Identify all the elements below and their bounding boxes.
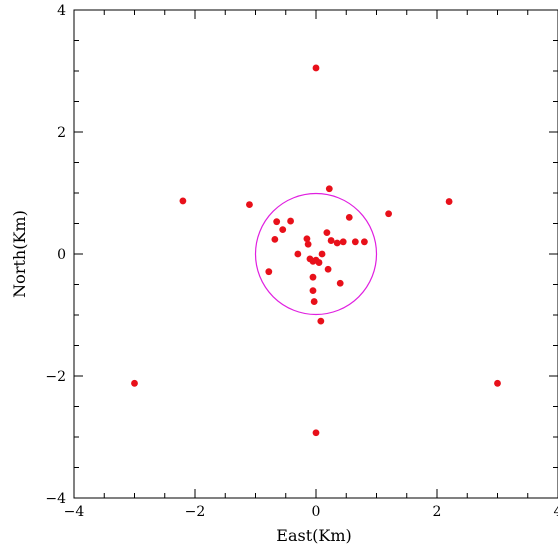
data-point <box>312 64 320 72</box>
data-point <box>179 197 187 205</box>
data-point <box>324 265 332 273</box>
y-tick-labels: −4 −2 0 2 4 <box>45 3 66 507</box>
x-tick-label: −4 <box>64 504 85 520</box>
data-points <box>131 64 501 437</box>
x-tick-label: −2 <box>185 504 206 520</box>
y-tick-label: 4 <box>57 3 66 19</box>
y-axis-title: North(Km) <box>10 210 29 298</box>
reference-circle <box>254 192 378 316</box>
data-point <box>351 238 359 246</box>
data-point <box>310 298 318 305</box>
data-point <box>339 238 347 246</box>
data-point <box>309 287 317 294</box>
y-tick-label: 0 <box>57 247 66 263</box>
x-tick-label: 2 <box>433 504 442 520</box>
axis-ticks <box>73 9 558 499</box>
data-point <box>361 238 368 246</box>
data-point <box>333 239 341 247</box>
x-tick-label: 4 <box>554 504 558 520</box>
data-point <box>309 273 317 281</box>
data-point <box>246 201 253 208</box>
data-point <box>273 218 281 226</box>
data-point <box>325 185 333 193</box>
plot-frame <box>73 9 558 499</box>
data-point <box>445 198 453 205</box>
data-point <box>287 217 294 225</box>
x-tick-label: 0 <box>312 504 321 520</box>
y-tick-label: −4 <box>45 491 66 507</box>
data-point <box>265 268 273 276</box>
data-point <box>271 235 279 243</box>
data-point <box>279 226 287 234</box>
data-point <box>304 240 312 248</box>
data-point <box>318 250 326 258</box>
data-point <box>131 379 138 387</box>
data-point <box>327 237 335 244</box>
y-tick-label: −2 <box>45 369 66 385</box>
y-tick-label: 2 <box>57 125 66 141</box>
data-point <box>385 210 392 218</box>
data-point <box>494 379 501 387</box>
data-point <box>323 229 331 237</box>
data-point <box>315 259 323 266</box>
data-point <box>303 235 311 243</box>
data-point <box>294 250 302 258</box>
data-point <box>345 214 353 221</box>
data-point <box>336 279 344 287</box>
data-point <box>312 429 320 437</box>
data-point <box>317 317 325 325</box>
x-tick-labels: −4 −2 0 2 4 <box>64 504 558 520</box>
x-axis-title: East(Km) <box>276 526 351 545</box>
